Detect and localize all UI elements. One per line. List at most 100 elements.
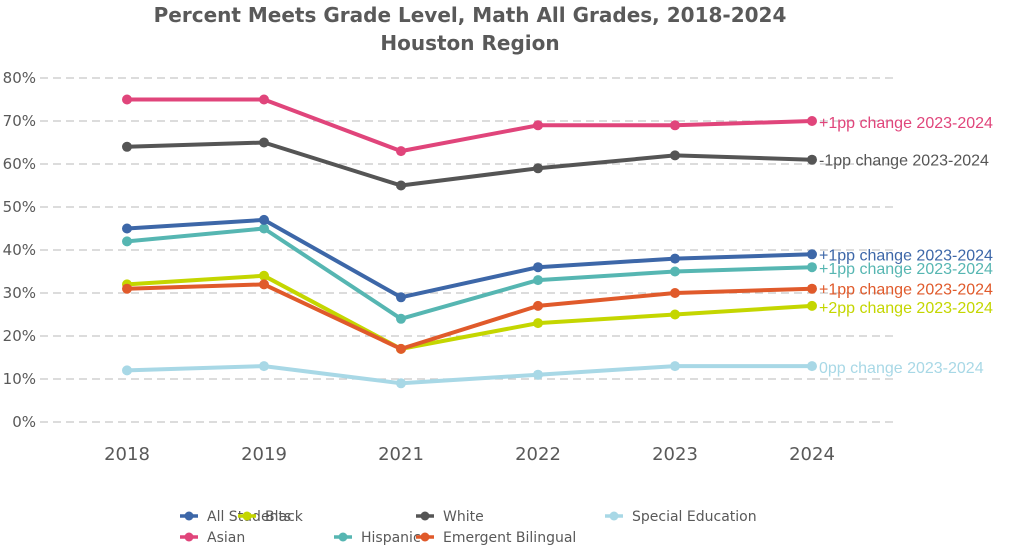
data-point	[533, 275, 543, 286]
change-annotation: +1pp change 2023-2024	[819, 247, 993, 264]
data-point	[670, 253, 680, 264]
data-point	[259, 94, 269, 105]
data-point	[670, 309, 680, 320]
legend-swatch-marker	[242, 511, 252, 521]
x-tick-label: 2024	[789, 444, 835, 465]
series-asian	[122, 94, 817, 157]
data-point	[259, 214, 269, 225]
legend-swatch-marker	[420, 532, 430, 542]
legend-label: Black	[265, 509, 304, 525]
series-line	[126, 364, 812, 386]
series-hispanic	[122, 223, 817, 324]
legend-label: Emergent Bilingual	[443, 530, 576, 546]
data-point	[533, 163, 543, 174]
legend-item: Hispanic	[334, 530, 421, 546]
legend-item: White	[416, 509, 484, 525]
series-line	[126, 273, 813, 351]
data-point	[670, 150, 680, 161]
data-point	[670, 288, 680, 298]
legend-swatch-marker	[609, 511, 619, 521]
data-point	[396, 378, 406, 389]
series-all-students	[122, 214, 817, 303]
change-annotation: -1pp change 2023-2024	[819, 153, 989, 170]
data-point	[533, 369, 543, 380]
data-point	[396, 146, 406, 157]
legend-item: Special Education	[605, 509, 757, 525]
series-special-education	[122, 361, 817, 389]
y-tick-label: 80%	[3, 69, 36, 87]
series-line	[126, 282, 813, 351]
data-point	[670, 266, 680, 277]
legend-label: Asian	[207, 530, 245, 546]
chart-subtitle: Houston Region	[380, 31, 559, 55]
change-annotation: +2pp change 2023-2024	[819, 300, 993, 317]
data-point	[396, 292, 406, 303]
x-tick-label: 2022	[515, 444, 561, 465]
x-tick-label: 2018	[104, 444, 150, 465]
x-tick-label: 2023	[652, 444, 698, 465]
data-point	[807, 283, 817, 294]
chart-title: Percent Meets Grade Level, Math All Grad…	[154, 3, 787, 27]
data-point	[533, 318, 543, 329]
data-point	[807, 300, 817, 311]
x-tick-label: 2019	[241, 444, 287, 465]
change-annotation: 0pp change 2023-2024	[819, 360, 984, 377]
y-tick-label: 40%	[3, 241, 36, 259]
series-line	[126, 217, 813, 300]
legend-swatch-marker	[420, 511, 430, 521]
change-annotation: +1pp change 2023-2024	[819, 115, 993, 132]
legend-label: Hispanic	[361, 530, 421, 546]
x-tick-label: 2021	[378, 444, 424, 465]
data-point	[122, 94, 132, 105]
y-tick-label: 20%	[3, 327, 36, 345]
data-point	[122, 236, 132, 247]
change-annotation: +1pp change 2023-2024	[819, 261, 993, 278]
data-point	[807, 116, 817, 126]
data-point	[670, 120, 680, 131]
legend-item: Black	[238, 509, 304, 525]
y-tick-label: 50%	[3, 198, 36, 216]
data-point	[396, 180, 406, 191]
data-point	[259, 223, 269, 234]
legend-swatch-marker	[184, 532, 194, 542]
data-point	[259, 361, 269, 372]
legend-item: Asian	[180, 530, 245, 546]
data-point	[122, 365, 132, 376]
data-point	[396, 313, 406, 324]
data-point	[670, 361, 680, 372]
data-point	[259, 137, 269, 148]
legend-label: White	[443, 509, 484, 525]
y-tick-label: 0%	[12, 413, 36, 431]
series-line	[126, 226, 813, 321]
change-annotation: +1pp change 2023-2024	[819, 282, 993, 299]
y-tick-label: 60%	[3, 155, 36, 173]
series-emergent-bilingual	[122, 279, 817, 354]
legend-swatch-marker	[184, 511, 194, 521]
data-point	[396, 343, 406, 354]
x-axis-ticks: 2018 2019 2021 2022 2023 2024	[104, 444, 835, 465]
legend-swatch-marker	[338, 532, 348, 542]
y-tick-label: 10%	[3, 370, 36, 388]
data-point	[122, 223, 132, 234]
change-annotations: 0pp change 2023-2024 -1pp change 2023-202…	[819, 115, 993, 377]
data-point	[533, 300, 543, 311]
data-point	[533, 262, 543, 273]
data-point	[259, 270, 269, 281]
data-point	[122, 283, 132, 294]
series-lines	[122, 94, 817, 389]
y-tick-label: 70%	[3, 112, 36, 130]
data-point	[807, 249, 817, 260]
data-point	[807, 154, 817, 165]
legend-label: Special Education	[632, 509, 757, 525]
series-line	[126, 140, 813, 188]
data-point	[807, 262, 817, 273]
series-white	[122, 137, 817, 191]
series-line	[127, 97, 813, 154]
data-point	[259, 279, 269, 290]
data-point	[807, 361, 817, 372]
data-point	[533, 120, 543, 131]
y-axis-ticks: 0% 10% 20% 30% 40% 50% 60% 70% 80%	[3, 69, 36, 431]
y-tick-label: 30%	[3, 284, 36, 302]
